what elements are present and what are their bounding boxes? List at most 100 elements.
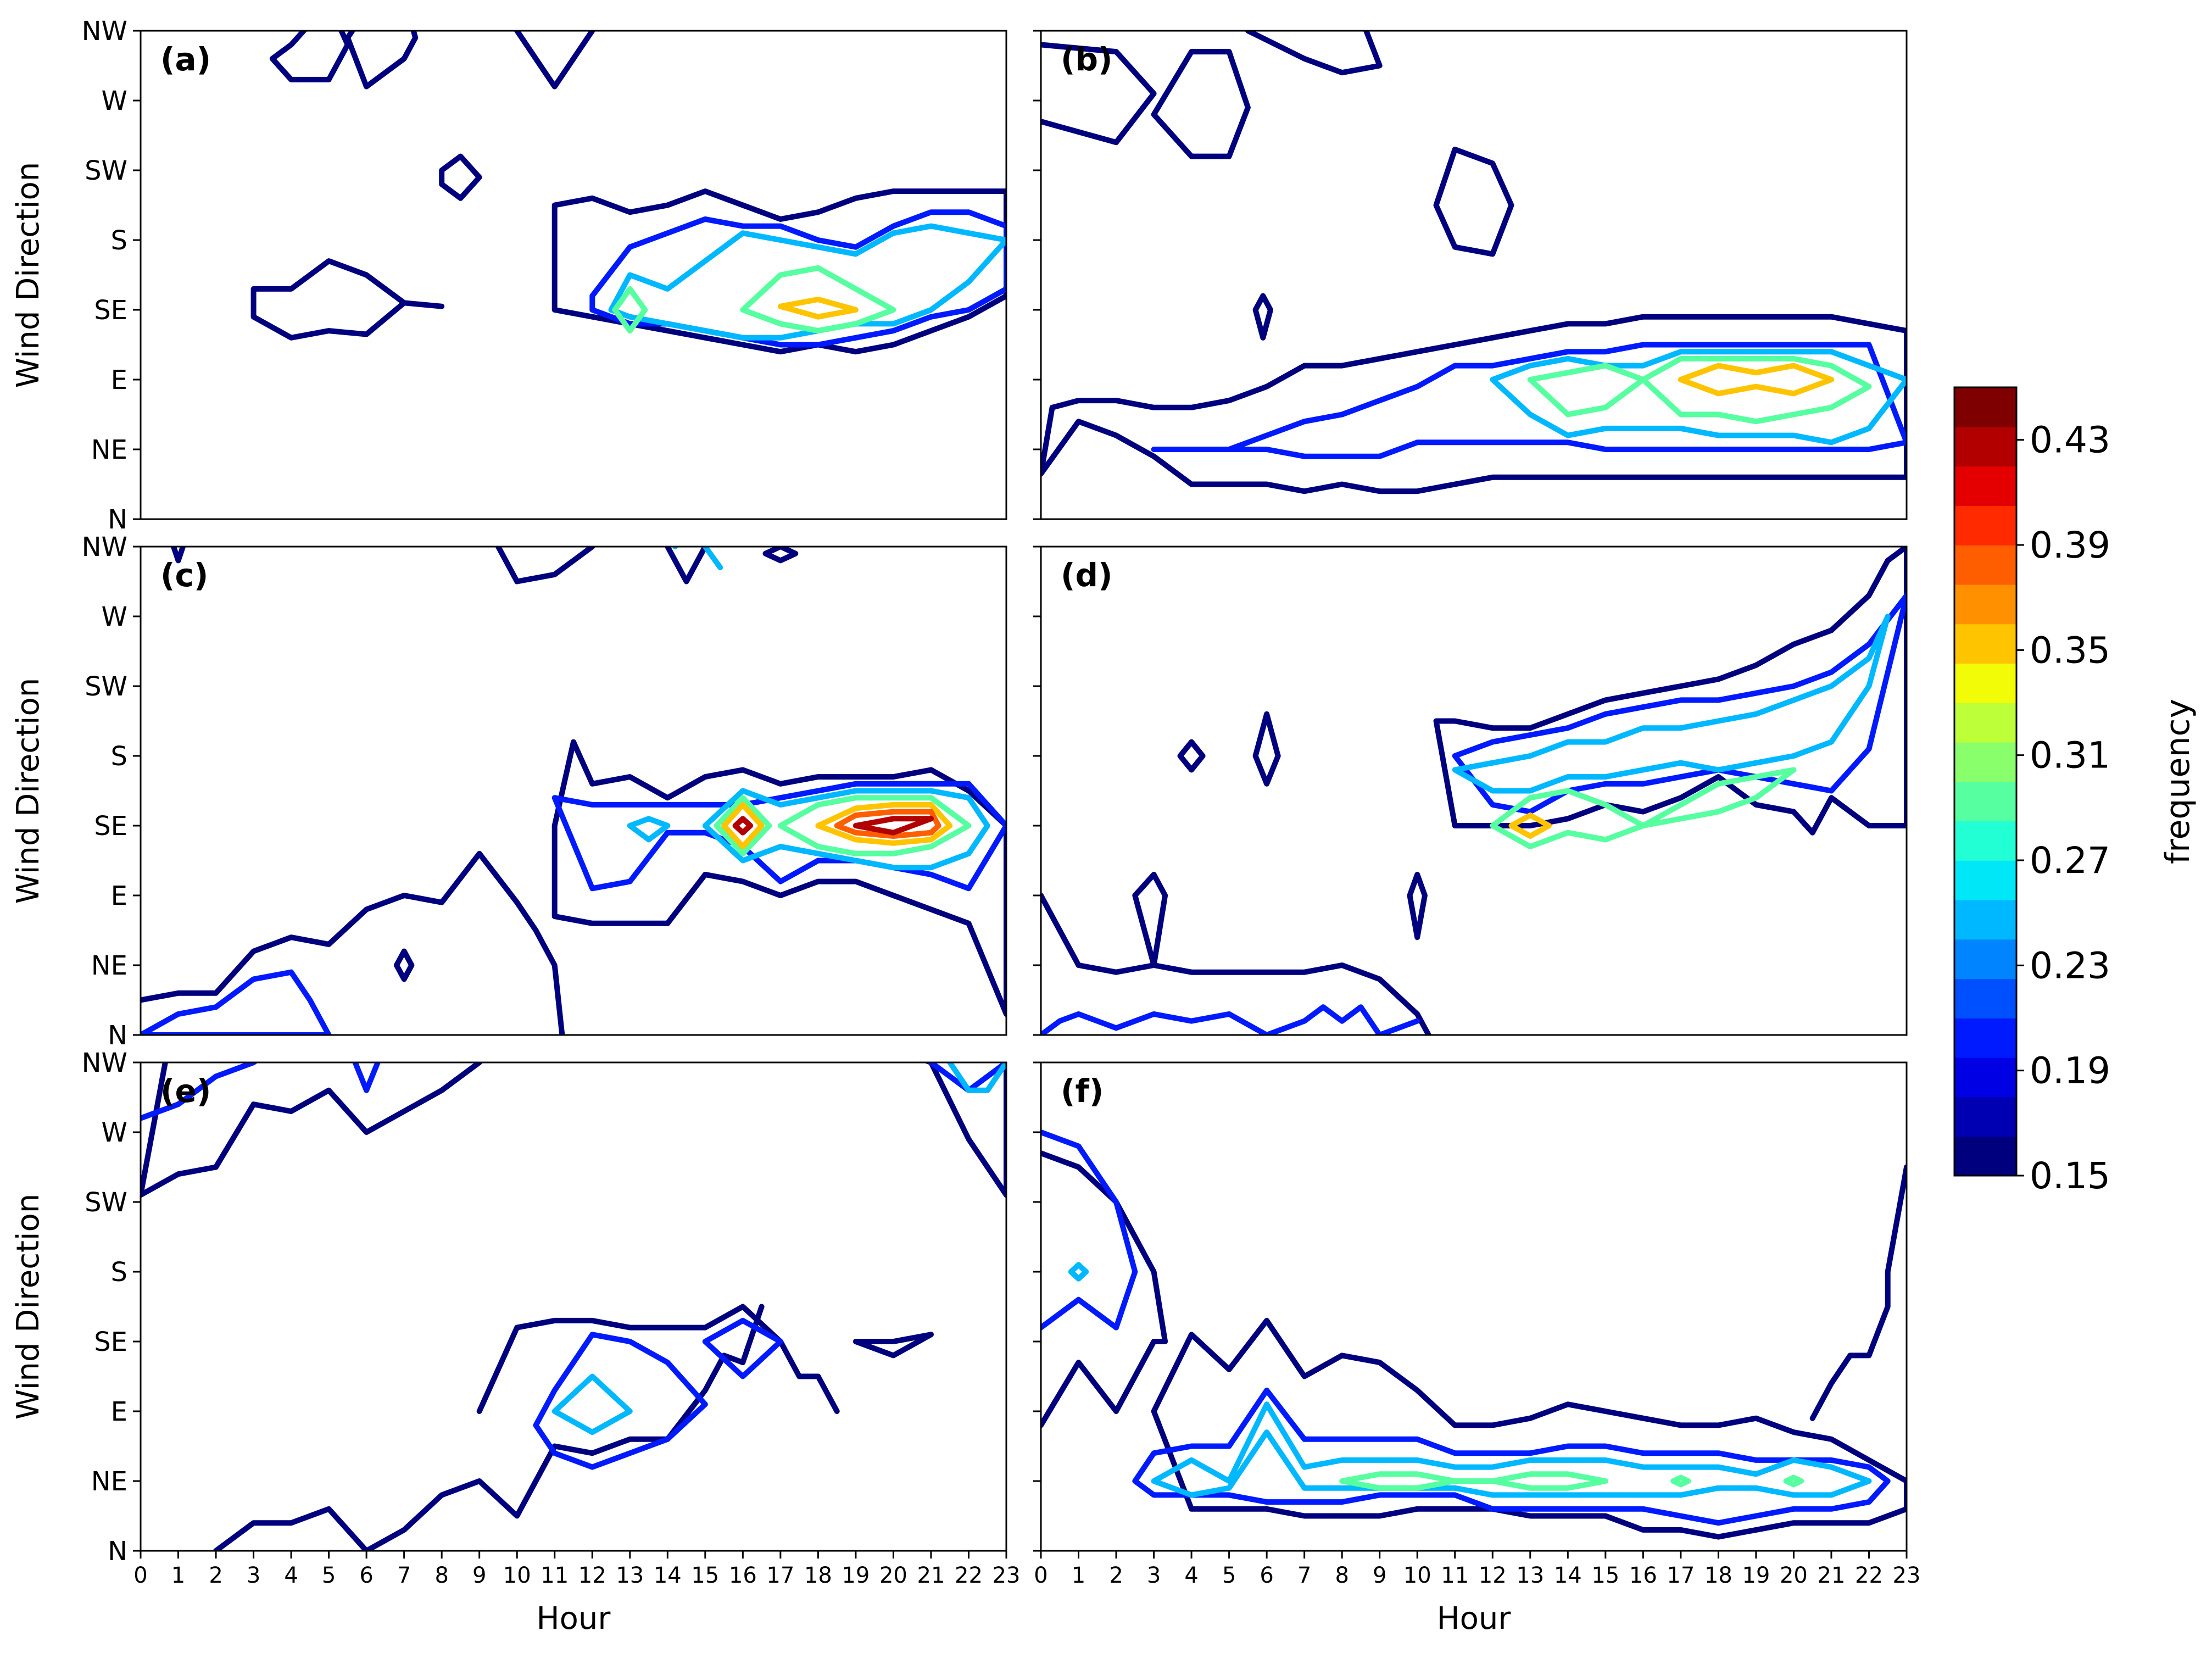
- contour-line: [777, 795, 972, 856]
- contour-line: [777, 297, 859, 320]
- colorbar-swatch: [1954, 466, 2016, 507]
- contour-line: [627, 816, 671, 843]
- contour-lines: [1041, 31, 1907, 494]
- panel-label: (f): [1061, 1072, 1104, 1110]
- contour-line: [1177, 739, 1206, 773]
- contour-lines: [141, 1062, 1006, 1551]
- y-tick-label: E: [111, 365, 127, 396]
- y-tick-label: SW: [85, 671, 127, 702]
- colorbar-tick-label: 0.23: [2030, 944, 2110, 987]
- y-tick-label: W: [102, 1117, 127, 1148]
- x-tick-label: 17: [1667, 1563, 1695, 1588]
- x-tick-label: 17: [766, 1563, 794, 1588]
- contour-line: [1041, 314, 1907, 494]
- colorbar-swatch: [1954, 1136, 2016, 1176]
- contour-line: [928, 1062, 1006, 1093]
- x-tick-label: 2: [1109, 1563, 1123, 1588]
- contour-line: [1041, 1004, 1420, 1035]
- contour-line: [1151, 1317, 1907, 1540]
- y-tick-label: S: [111, 741, 127, 772]
- x-tick-label: 20: [1780, 1563, 1808, 1588]
- colorbar-swatch: [1954, 584, 2016, 625]
- contour-line: [608, 223, 1006, 341]
- x-tick-label: 9: [472, 1563, 486, 1588]
- contour-line: [551, 781, 1006, 892]
- contour-line: [1252, 293, 1273, 341]
- y-tick-label: N: [108, 504, 127, 535]
- x-tick-label: 23: [993, 1563, 1021, 1588]
- x-tick-label: 9: [1373, 1563, 1386, 1588]
- y-tick-label: N: [108, 1020, 127, 1051]
- x-tick-label: 13: [616, 1563, 644, 1588]
- y-tick-label: NE: [91, 1466, 127, 1497]
- x-tick-label: 0: [1034, 1563, 1048, 1588]
- contour-line: [344, 31, 419, 90]
- contour-line: [533, 1332, 708, 1470]
- contour-line: [1809, 1164, 1907, 1421]
- contour-line: [551, 739, 1006, 1017]
- panel-label: (d): [1061, 556, 1113, 594]
- x-tick-label: 20: [879, 1563, 907, 1588]
- contour-line: [1245, 31, 1383, 76]
- y-tick-label: NW: [82, 1048, 127, 1078]
- colorbar-swatch: [1954, 1018, 2016, 1058]
- contour-line: [612, 286, 648, 334]
- contour-line: [1433, 547, 1907, 836]
- x-tick-label: 11: [1441, 1563, 1469, 1588]
- axes-frame: [1040, 546, 1908, 1036]
- contour-line: [702, 1317, 783, 1379]
- x-tick-label: 5: [1222, 1563, 1236, 1588]
- contour-line: [665, 547, 708, 585]
- colorbar-frame: [1953, 386, 2018, 1177]
- contour-line: [1783, 1474, 1804, 1488]
- contour-line: [740, 265, 896, 334]
- contour-line: [352, 1062, 381, 1093]
- colorbar-swatch: [1954, 860, 2016, 900]
- colorbar: 0.15 0.19 0.23 0.27 0.31 0.35 0.39 0.43 frequenc…: [1953, 386, 2197, 1197]
- x-tick-label: 10: [1403, 1563, 1431, 1588]
- x-tick-label: 22: [955, 1563, 983, 1588]
- contour-line: [1490, 349, 1907, 446]
- contour-line: [853, 816, 934, 836]
- colorbar-swatch: [1954, 663, 2016, 703]
- y-tick-label: SE: [94, 811, 127, 842]
- x-tick-label: 19: [1742, 1563, 1770, 1588]
- contour-line: [1670, 1474, 1691, 1488]
- colorbar-swatch: [1954, 939, 2016, 979]
- contour-line: [213, 1304, 765, 1551]
- y-tick-label: SW: [85, 155, 127, 186]
- contour-line: [815, 802, 953, 846]
- contour-line: [393, 948, 415, 982]
- contour-line: [1132, 871, 1168, 968]
- x-axis-label: Hour: [1437, 1601, 1512, 1637]
- x-tick-label: 15: [1591, 1563, 1619, 1588]
- contour-line: [1132, 1387, 1891, 1526]
- x-tick-label: 15: [691, 1563, 719, 1588]
- contour-line: [1151, 342, 1907, 459]
- panel-a: (a) N NE E SE S SW W NW Wind Direction: [10, 16, 1007, 535]
- contour-line: [439, 153, 482, 201]
- x-tick-label: 14: [1554, 1563, 1582, 1588]
- colorbar-swatch: [1954, 624, 2016, 664]
- colorbar-swatch: [1954, 426, 2016, 467]
- contour-line: [141, 969, 332, 1035]
- contour-line: [250, 258, 445, 341]
- x-tick-label: 2: [209, 1563, 222, 1588]
- colorbar-swatch: [1954, 1057, 2016, 1098]
- x-tick-label: 14: [654, 1563, 682, 1588]
- contour-line: [1041, 893, 1431, 1035]
- contour-line: [1678, 363, 1834, 397]
- y-tick-label: NE: [91, 950, 127, 981]
- contour-line: [551, 1373, 633, 1435]
- y-tick-label: NE: [91, 435, 127, 465]
- colorbar-swatch: [1954, 899, 2016, 940]
- contour-line: [514, 31, 595, 90]
- x-tick-label: 16: [729, 1563, 757, 1588]
- contour-lines: [1041, 1129, 1907, 1540]
- contour-line: [1041, 1150, 1168, 1428]
- contour-lines: [1041, 547, 1907, 1035]
- contour-line: [702, 788, 990, 871]
- contour-line: [762, 547, 799, 564]
